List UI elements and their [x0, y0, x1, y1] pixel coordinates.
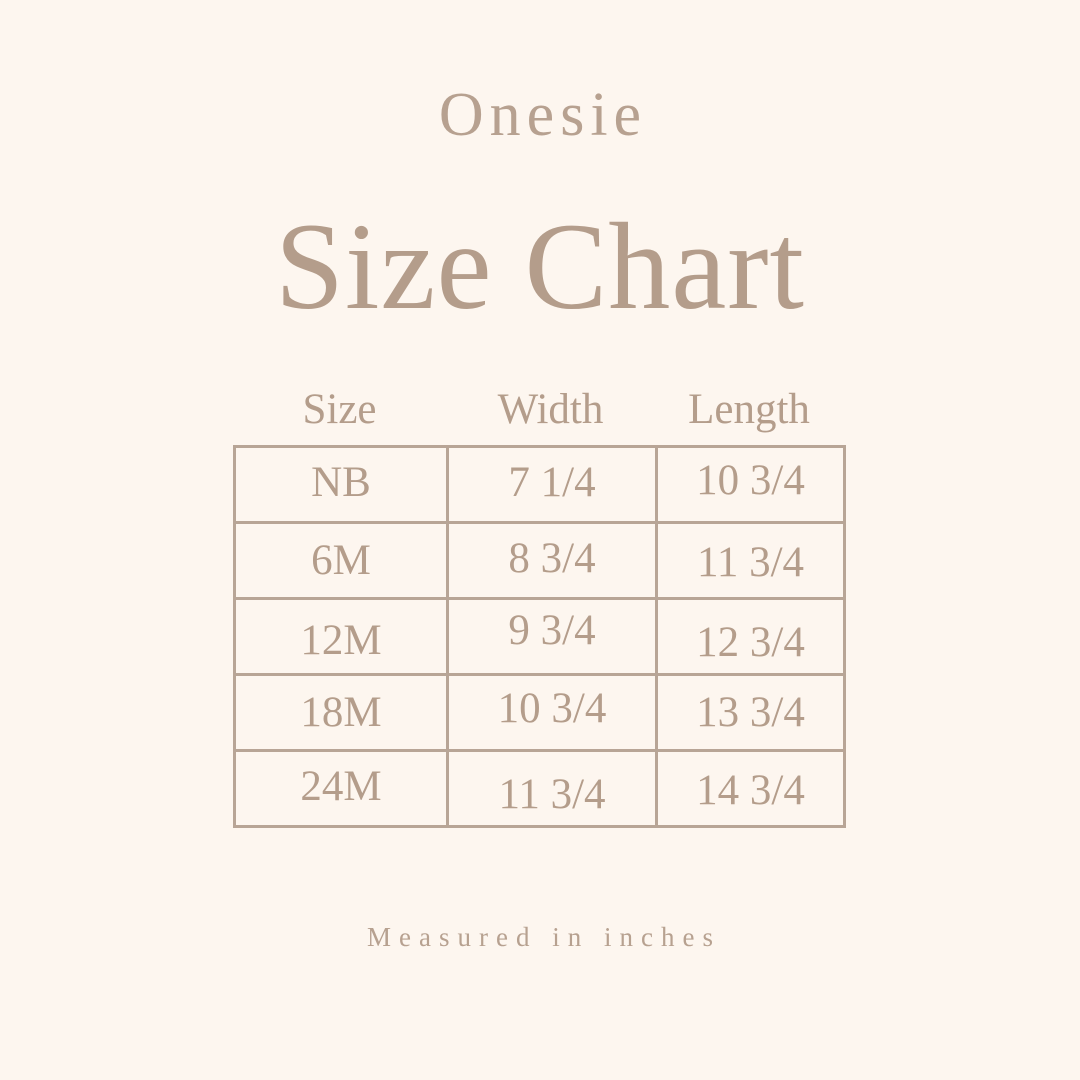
cell-width-value: 8 3/4 — [508, 535, 596, 582]
table-column-headers: Size Width Length — [233, 382, 843, 438]
cell-size-value: 6M — [311, 537, 371, 584]
cell-size-value: 24M — [300, 763, 382, 810]
cell-length: 12 3/4 — [655, 597, 846, 676]
cell-length: 10 3/4 — [655, 445, 846, 524]
cell-length-value: 12 3/4 — [696, 619, 805, 666]
cell-size: 12M — [233, 597, 449, 676]
cell-width-value: 7 1/4 — [508, 459, 596, 506]
cell-length: 13 3/4 — [655, 673, 846, 752]
cell-size: 6M — [233, 521, 449, 600]
table-row: 18M 10 3/4 13 3/4 — [233, 673, 846, 752]
cell-width: 7 1/4 — [446, 445, 658, 524]
cell-width: 11 3/4 — [446, 749, 658, 828]
cell-width-value: 11 3/4 — [498, 771, 606, 818]
size-chart-table: NB 7 1/4 10 3/4 6M 8 3/4 11 3/4 — [233, 445, 846, 828]
cell-width-value: 10 3/4 — [497, 685, 607, 732]
cell-size-value: 12M — [300, 617, 382, 664]
column-header-length: Length — [688, 386, 810, 433]
cell-size: 24M — [233, 749, 449, 828]
table-row: 24M 11 3/4 14 3/4 — [233, 749, 846, 828]
page-title: Size Chart — [275, 198, 805, 335]
table-row: NB 7 1/4 10 3/4 — [233, 445, 846, 524]
table-row: 6M 8 3/4 11 3/4 — [233, 521, 846, 600]
cell-length-value: 14 3/4 — [696, 767, 805, 814]
cell-width: 9 3/4 — [446, 597, 658, 676]
cell-length: 11 3/4 — [655, 521, 846, 600]
cell-size: 18M — [233, 673, 449, 752]
cell-length: 14 3/4 — [655, 749, 846, 828]
cell-length-value: 10 3/4 — [696, 457, 805, 504]
cell-size-value: 18M — [300, 689, 382, 736]
column-header-width: Width — [497, 386, 604, 433]
measurement-units-note: Measured in inches — [367, 922, 721, 952]
table-row: 12M 9 3/4 12 3/4 — [233, 597, 846, 676]
cell-size: NB — [233, 445, 449, 524]
product-name-heading: Onesie — [438, 81, 648, 149]
cell-width: 10 3/4 — [446, 673, 658, 752]
cell-length-value: 13 3/4 — [696, 689, 805, 736]
cell-width-value: 9 3/4 — [508, 607, 596, 654]
cell-length-value: 11 3/4 — [696, 539, 805, 586]
column-header-size: Size — [302, 386, 377, 433]
cell-width: 8 3/4 — [446, 521, 658, 600]
cell-size-value: NB — [311, 459, 371, 506]
